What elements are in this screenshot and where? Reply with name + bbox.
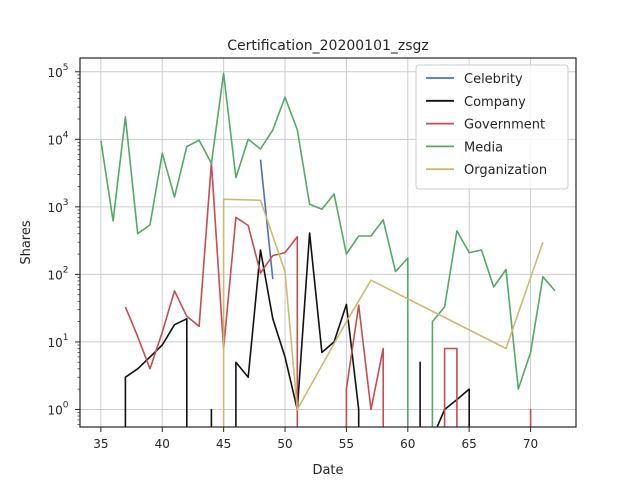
y-tick-base: 10 <box>47 336 62 350</box>
y-axis-label: Shares <box>19 220 34 265</box>
x-tick-label: 35 <box>93 437 108 451</box>
y-tick-base: 10 <box>47 66 62 80</box>
x-tick-label: 45 <box>216 437 231 451</box>
y-tick-exponent: 1 <box>63 333 69 343</box>
y-tick-base: 10 <box>47 268 62 282</box>
legend-label: Organization <box>464 163 547 178</box>
legend-label: Government <box>464 118 545 133</box>
series-company <box>124 232 471 427</box>
series-line-company <box>124 232 471 427</box>
y-tick-label: 105 <box>47 63 68 80</box>
plot-area <box>100 72 556 427</box>
series-line-media <box>100 72 556 427</box>
x-tick-label: 60 <box>400 437 415 451</box>
y-tick-exponent: 4 <box>63 130 69 140</box>
legend-label: Media <box>464 140 503 155</box>
y-tick-exponent: 0 <box>63 400 69 410</box>
y-tick-label: 102 <box>47 265 68 282</box>
x-tick-label: 70 <box>523 437 538 451</box>
x-axis-ticks: 35 40 45 50 55 60 65 70 <box>93 427 538 451</box>
y-tick-label: 101 <box>47 333 68 350</box>
series-government <box>124 161 532 427</box>
y-tick-exponent: 3 <box>63 198 69 208</box>
legend: Celebrity Company Government Media Organizat… <box>415 64 569 190</box>
chart-title: Certification_20200101_zsgz <box>227 38 429 54</box>
legend-label: Celebrity <box>464 72 523 87</box>
y-tick-exponent: 2 <box>63 265 69 275</box>
y-tick-label: 103 <box>47 198 68 215</box>
x-axis-label: Date <box>312 463 343 478</box>
y-tick-label: 104 <box>47 130 68 147</box>
y-tick-base: 10 <box>47 403 62 417</box>
series-line-organization <box>222 198 544 427</box>
x-tick-label: 40 <box>155 437 170 451</box>
x-tick-label: 55 <box>339 437 354 451</box>
legend-box <box>415 64 569 190</box>
series-media <box>100 72 556 427</box>
y-tick-label: 100 <box>47 400 68 417</box>
x-tick-label: 50 <box>277 437 292 451</box>
y-tick-exponent: 5 <box>63 63 69 73</box>
y-tick-base: 10 <box>47 201 62 215</box>
series-organization <box>222 198 544 427</box>
x-tick-label: 65 <box>462 437 477 451</box>
legend-label: Company <box>464 95 526 110</box>
series-line-government <box>124 161 532 427</box>
y-tick-base: 10 <box>47 133 62 147</box>
